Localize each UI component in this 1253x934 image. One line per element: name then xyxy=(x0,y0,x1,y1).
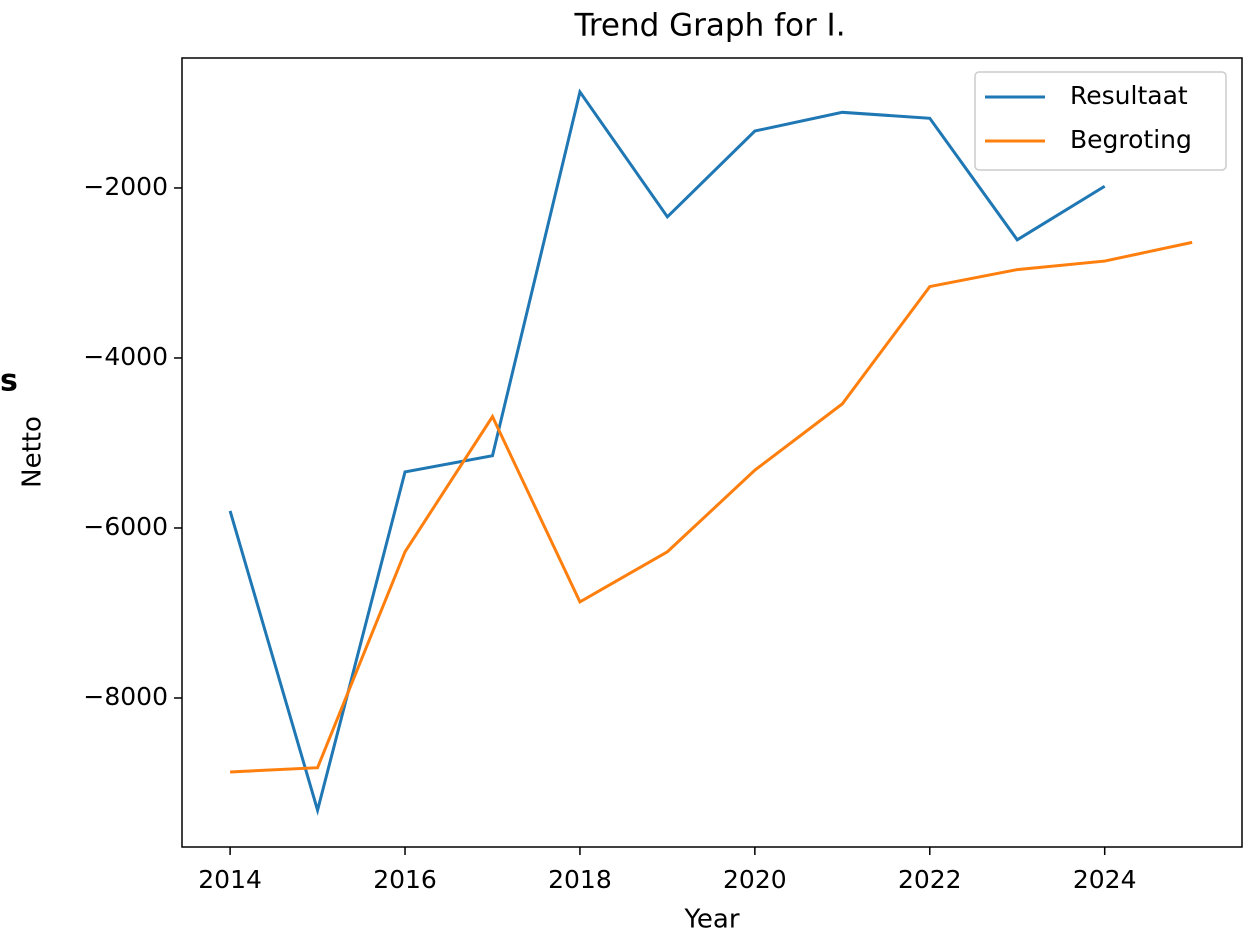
side-text: s xyxy=(0,364,18,399)
y-tick-label: −4000 xyxy=(83,342,168,371)
plot-frame xyxy=(181,57,1243,848)
legend-label: Resultaat xyxy=(1070,81,1188,110)
x-tick-label: 2014 xyxy=(198,865,262,894)
x-tick-label: 2016 xyxy=(373,865,437,894)
x-tick-label: 2020 xyxy=(723,865,787,894)
y-tick-label: −2000 xyxy=(83,172,168,201)
line-series xyxy=(230,240,1193,774)
y-tick-label: −8000 xyxy=(83,682,168,711)
line-series xyxy=(228,88,1106,816)
x-tick-label: 2024 xyxy=(1073,865,1137,894)
x-tick-label: 2018 xyxy=(548,865,612,894)
x-axis-label: Year xyxy=(683,905,739,934)
legend-label: Begroting xyxy=(1070,125,1192,154)
y-axis-label: Netto xyxy=(18,416,48,488)
x-tick-label: 2022 xyxy=(898,865,962,894)
chart-title: Trend Graph for I. xyxy=(573,8,845,44)
y-tick-label: −6000 xyxy=(83,512,168,541)
